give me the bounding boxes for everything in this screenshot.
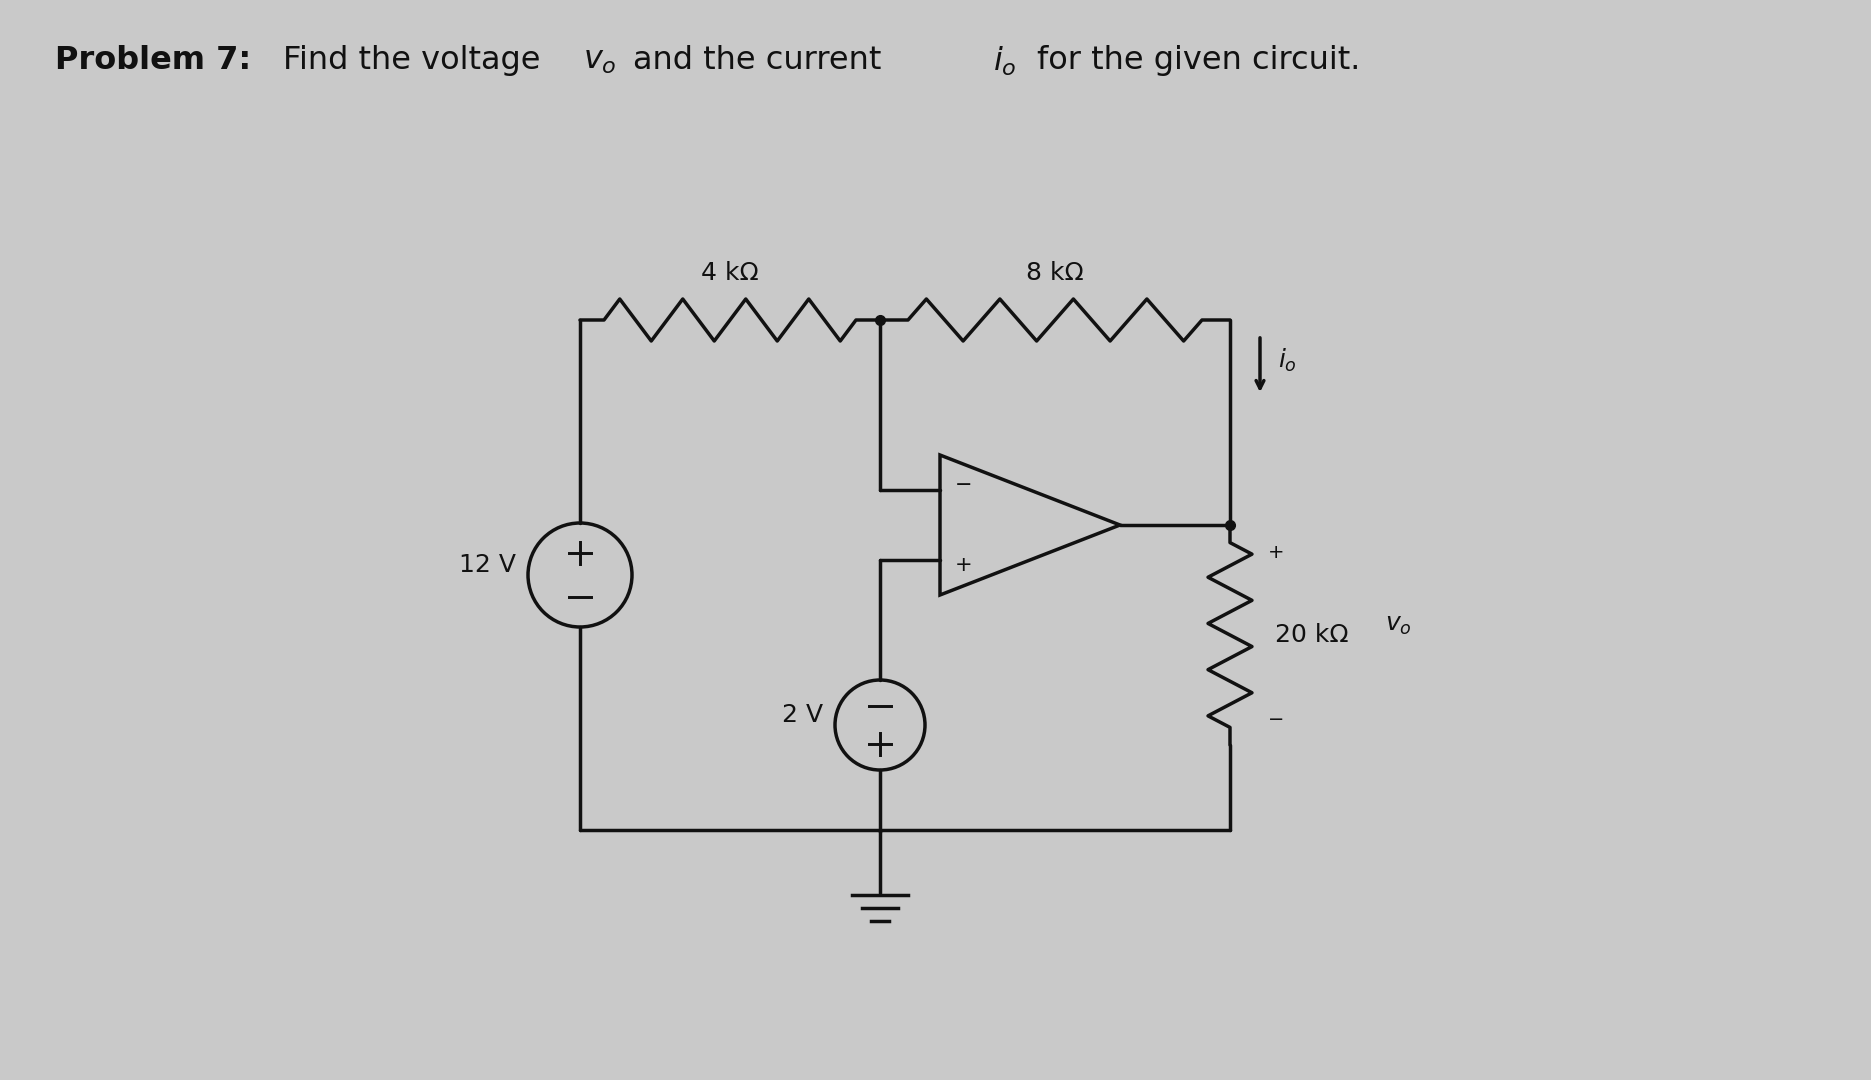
Text: +: + [954,555,973,575]
Text: −: − [1269,711,1284,729]
Text: Find the voltage: Find the voltage [283,45,541,76]
Text: and the current: and the current [632,45,881,76]
Text: $v_o$: $v_o$ [584,45,617,76]
Text: for the given circuit.: for the given circuit. [1037,45,1360,76]
Text: −: − [954,475,973,495]
Text: 12 V: 12 V [458,553,516,577]
Text: 4 kΩ: 4 kΩ [702,261,760,285]
Text: 8 kΩ: 8 kΩ [1025,261,1083,285]
Text: $i_o$: $i_o$ [994,45,1016,79]
Text: +: + [1269,543,1285,563]
Text: $i_o$: $i_o$ [1278,347,1297,374]
Text: $v_o$: $v_o$ [1385,613,1413,637]
Text: 2 V: 2 V [782,703,823,727]
Text: 20 kΩ: 20 kΩ [1274,623,1349,647]
Text: Problem 7:: Problem 7: [54,45,251,76]
